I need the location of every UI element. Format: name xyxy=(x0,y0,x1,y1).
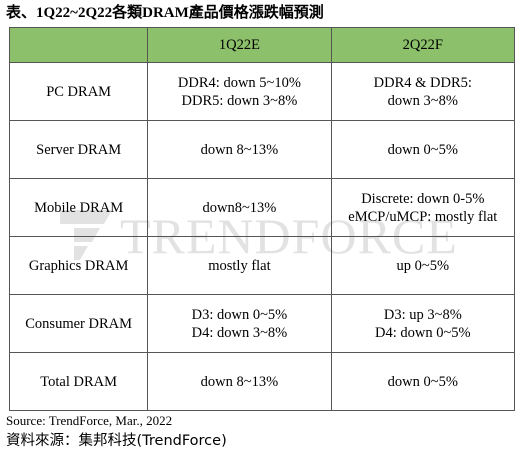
cell-2q22f: down 0~5% xyxy=(330,352,516,411)
cell-line: eMCP/uMCP: mostly flat xyxy=(348,208,498,225)
row-label-cell: Mobile DRAM xyxy=(8,178,149,237)
cell-line: DDR5: down 3~8% xyxy=(181,92,298,109)
table-row: Total DRAM down 8~13% down 0~5% xyxy=(8,352,516,411)
row-label-cell: Consumer DRAM xyxy=(8,294,149,353)
header-cell-empty xyxy=(8,27,149,63)
cell-line: DDR4: down 5~10% xyxy=(177,74,301,91)
cell-1q22e: down 8~13% xyxy=(147,120,332,179)
cell-line: DDR4 & DDR5: xyxy=(373,74,472,91)
cell-1q22e: down8~13% xyxy=(147,178,332,237)
table-row: Mobile DRAM down8~13% Discrete: down 0-5% e… xyxy=(8,178,516,237)
cell-line: D3: up 3~8% xyxy=(383,306,462,323)
cell-line: D4: down 3~8% xyxy=(191,324,288,341)
dram-price-table: 1Q22E 2Q22F PC DRAM DDR4: down 5~10% DDR5:… xyxy=(8,27,516,411)
cell-1q22e: down 8~13% xyxy=(147,352,332,411)
cell-line: mostly flat xyxy=(208,257,271,274)
table-row: Server DRAM down 8~13% down 0~5% xyxy=(8,120,516,179)
table-header-row: 1Q22E 2Q22F xyxy=(8,27,516,63)
cell-line: down 8~13% xyxy=(200,141,279,158)
cell-2q22f: up 0~5% xyxy=(330,236,516,295)
source-note-chinese: 資料來源：集邦科技(TrendForce) xyxy=(6,433,227,449)
cell-2q22f: down 0~5% xyxy=(330,120,516,179)
cell-line: down 0~5% xyxy=(387,373,458,390)
cell-line: up 0~5% xyxy=(396,257,450,274)
source-note: Source: TrendForce, Mar., 2022 xyxy=(6,413,173,428)
row-label-cell: PC DRAM xyxy=(8,62,149,121)
table-row: Graphics DRAM mostly flat up 0~5% xyxy=(8,236,516,295)
cell-2q22f: Discrete: down 0-5% eMCP/uMCP: mostly fla… xyxy=(330,178,516,237)
cell-2q22f: D3: up 3~8% D4: down 0~5% xyxy=(330,294,516,353)
cell-line: Discrete: down 0-5% xyxy=(361,190,485,207)
cell-line: down 8~13% xyxy=(200,373,279,390)
cell-1q22e: D3: down 0~5% D4: down 3~8% xyxy=(147,294,332,353)
header-cell-1q22e: 1Q22E xyxy=(147,27,332,63)
cell-line: D3: down 0~5% xyxy=(191,306,288,323)
header-cell-2q22f: 2Q22F xyxy=(330,27,516,63)
row-label-cell: Graphics DRAM xyxy=(8,236,149,295)
cell-line: down8~13% xyxy=(202,199,277,216)
cell-1q22e: mostly flat xyxy=(147,236,332,295)
row-label-cell: Total DRAM xyxy=(8,352,149,411)
cell-line: down 3~8% xyxy=(387,92,458,109)
table-body: PC DRAM DDR4: down 5~10% DDR5: down 3~8% DD… xyxy=(8,62,516,411)
cell-2q22f: DDR4 & DDR5: down 3~8% xyxy=(330,62,516,121)
cell-line: down 0~5% xyxy=(387,141,458,158)
table-row: Consumer DRAM D3: down 0~5% D4: down 3~8% D… xyxy=(8,294,516,353)
table-row: PC DRAM DDR4: down 5~10% DDR5: down 3~8% DD… xyxy=(8,62,516,121)
table-title: 表、1Q22~2Q22各類DRAM產品價格漲跌幅預測 xyxy=(6,5,324,21)
cell-line: D4: down 0~5% xyxy=(374,324,471,341)
cell-1q22e: DDR4: down 5~10% DDR5: down 3~8% xyxy=(147,62,332,121)
row-label-cell: Server DRAM xyxy=(8,120,149,179)
